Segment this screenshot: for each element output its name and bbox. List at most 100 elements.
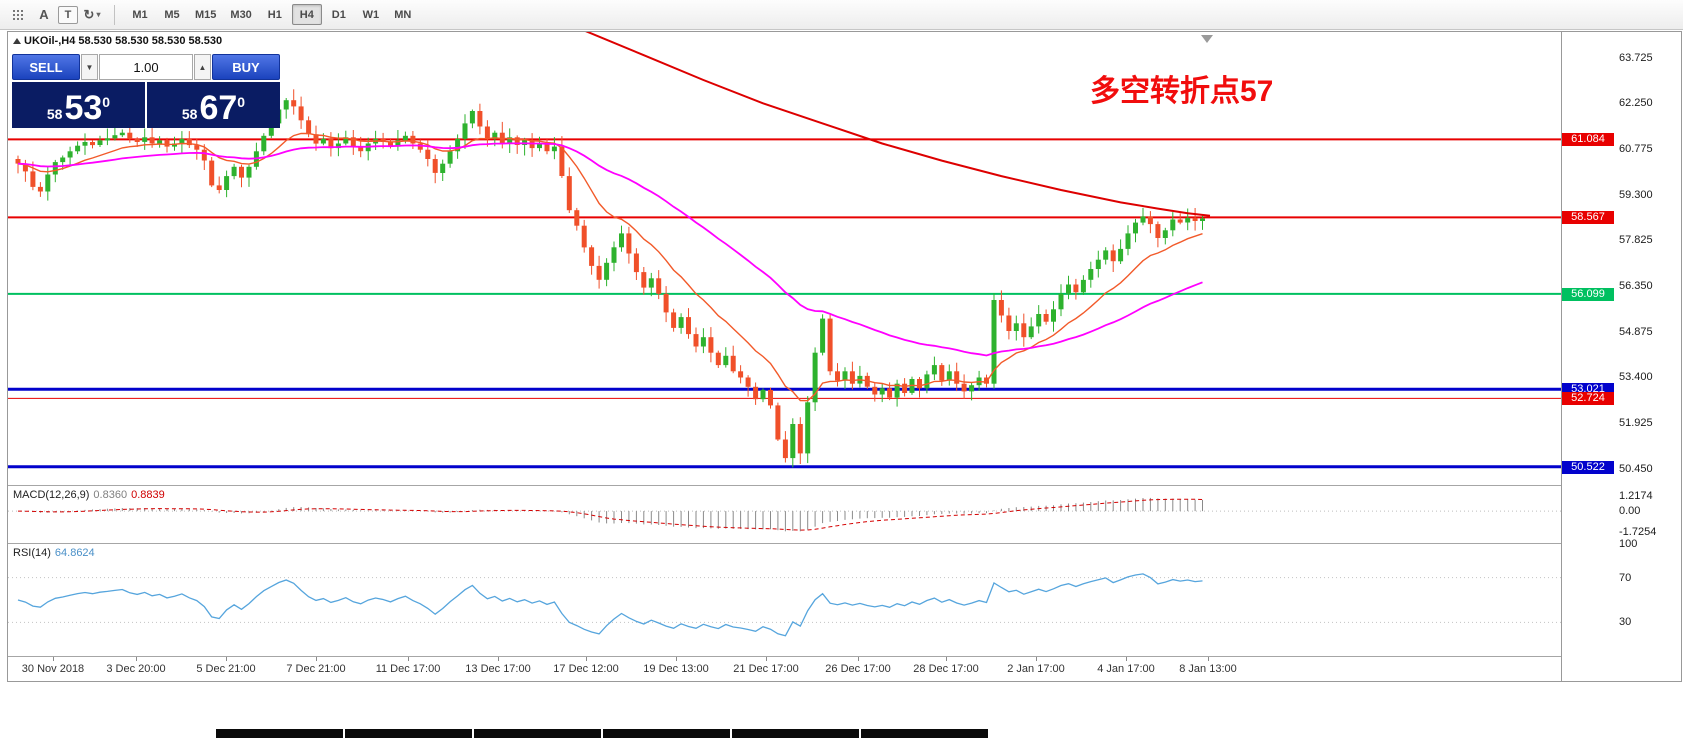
cycle-glyph-icon: ↻	[83, 6, 95, 22]
time-tick	[1126, 657, 1127, 661]
time-tick	[408, 657, 409, 661]
macd-label: MACD(12,26,9) 0.8360 0.8839	[13, 489, 165, 501]
timeframe-button-mn[interactable]: MN	[388, 4, 418, 25]
rsi-tick-label: 70	[1619, 571, 1632, 584]
price-tick-label: 57.825	[1619, 234, 1653, 247]
buy-price-sup: 0	[237, 94, 246, 110]
rsi-pane[interactable]: RSI(14) 64.8624	[8, 544, 1561, 656]
price-tick-label: 53.400	[1619, 371, 1653, 384]
symbol-title-text: UKOil-,H4 58.530 58.530 58.530 58.530	[24, 35, 223, 47]
volume-input[interactable]	[99, 54, 193, 80]
macd-tick-label: 0.00	[1619, 505, 1641, 518]
price-tick-label: 51.925	[1619, 417, 1653, 430]
time-axis-label: 5 Dec 21:00	[196, 663, 256, 675]
time-axis-label: 11 Dec 17:00	[375, 663, 441, 675]
timeframe-button-m30[interactable]: M30	[224, 4, 257, 25]
sell-price-big: 53	[64, 89, 103, 127]
label-tool-icon[interactable]: A	[32, 4, 56, 26]
time-axis-label: 7 Dec 21:00	[286, 663, 346, 675]
price-tick-label: 62.250	[1619, 97, 1653, 110]
time-tick	[53, 657, 54, 661]
timeframe-button-m1[interactable]: M1	[125, 4, 155, 25]
pane-separator[interactable]	[8, 485, 1681, 486]
time-axis-label: 8 Jan 13:00	[1179, 663, 1237, 675]
timeframe-button-w1[interactable]: W1	[356, 4, 386, 25]
time-axis[interactable]: 30 Nov 2018 3 Dec 20:00 5 Dec 21:00 7 Dec 2…	[8, 657, 1561, 681]
time-axis-label: 13 Dec 17:00	[465, 663, 531, 675]
time-tick	[766, 657, 767, 661]
timeframe-button-h1[interactable]: H1	[260, 4, 290, 25]
rsi-tick-label: 100	[1619, 538, 1638, 550]
rsi-plot[interactable]	[8, 544, 1561, 656]
buy-price-big: 67	[199, 89, 238, 127]
taskbar-segment	[345, 729, 472, 738]
pane-separator[interactable]	[8, 656, 1681, 657]
macd-tick-label: -1.7254	[1619, 526, 1657, 539]
time-tick	[858, 657, 859, 661]
toolbar: A T ↻ ▾ M1 M5 M15 M30 H1 H4 D1 W1 MN	[0, 0, 1683, 30]
buy-button[interactable]: BUY	[212, 54, 280, 80]
time-tick	[316, 657, 317, 661]
sell-button[interactable]: SELL	[12, 54, 80, 80]
time-tick	[136, 657, 137, 661]
macd-name: MACD(12,26,9)	[13, 489, 90, 501]
taskbar-segment	[603, 729, 730, 738]
price-level-badge: 58.567	[1562, 211, 1614, 225]
time-tick	[498, 657, 499, 661]
macd-tick-label: 1.2174	[1619, 490, 1653, 503]
price-tick-label: 60.775	[1619, 142, 1653, 155]
grid-tool-icon[interactable]	[6, 4, 30, 26]
macd-value-signal: 0.8839	[131, 489, 165, 501]
time-tick	[1208, 657, 1209, 661]
price-axis[interactable]: 63.725 62.250 60.775 59.300 57.825 56.350 54.8…	[1561, 32, 1681, 681]
macd-plot[interactable]	[8, 486, 1561, 543]
macd-pane[interactable]: MACD(12,26,9) 0.8360 0.8839	[8, 486, 1561, 543]
cycle-tool-icon[interactable]: ↻ ▾	[80, 4, 104, 26]
time-tick	[676, 657, 677, 661]
price-tick-label: 59.300	[1619, 188, 1653, 201]
rsi-label: RSI(14) 64.8624	[13, 547, 95, 559]
caret-down-icon: ▾	[96, 10, 101, 19]
price-level-badge: 56.099	[1562, 287, 1614, 301]
chart-shift-marker-icon[interactable]	[1201, 35, 1213, 43]
buy-price-display[interactable]: 58 67 0	[147, 82, 280, 128]
symbol-title: UKOil-,H4 58.530 58.530 58.530 58.530	[13, 35, 222, 47]
time-tick	[946, 657, 947, 661]
rsi-value: 64.8624	[54, 547, 95, 559]
time-tick	[1036, 657, 1037, 661]
time-axis-label: 19 Dec 13:00	[643, 663, 709, 675]
timeframe-button-m5[interactable]: M5	[157, 4, 187, 25]
time-axis-label: 17 Dec 12:00	[553, 663, 619, 675]
text-tool-icon[interactable]: T	[58, 5, 78, 24]
symbol-marker-icon	[13, 38, 21, 44]
rsi-tick-label: 30	[1619, 616, 1632, 629]
price-tick-label: 63.725	[1619, 51, 1653, 64]
main-chart-pane[interactable]: UKOil-,H4 58.530 58.530 58.530 58.530 SE…	[8, 32, 1561, 485]
sell-price-sup: 0	[102, 94, 111, 110]
volume-increase-button[interactable]: ▲	[194, 54, 211, 80]
time-axis-label: 26 Dec 17:00	[825, 663, 891, 675]
taskbar-segment	[732, 729, 859, 738]
time-tick	[226, 657, 227, 661]
time-axis-label: 2 Jan 17:00	[1007, 663, 1065, 675]
macd-value-main: 0.8360	[93, 489, 128, 501]
pane-separator[interactable]	[8, 543, 1681, 544]
time-axis-label: 30 Nov 2018	[21, 663, 85, 675]
time-axis-label: 28 Dec 17:00	[913, 663, 979, 675]
time-axis-label: 4 Jan 17:00	[1097, 663, 1155, 675]
time-axis-label: 21 Dec 17:00	[733, 663, 799, 675]
volume-decrease-button[interactable]: ▼	[81, 54, 98, 80]
timeframe-button-d1[interactable]: D1	[324, 4, 354, 25]
taskbar-segment	[474, 729, 601, 738]
bottom-bar	[0, 683, 1683, 738]
sell-price-display[interactable]: 58 53 0	[12, 82, 145, 128]
sell-price-small: 58	[46, 106, 63, 122]
timeframe-button-h4[interactable]: H4	[291, 4, 322, 25]
buy-price-small: 58	[181, 106, 198, 122]
taskbar-segment	[216, 729, 343, 738]
candlestick-plot[interactable]	[8, 32, 1561, 485]
time-axis-label: 3 Dec 20:00	[106, 663, 166, 675]
price-tick-label: 56.350	[1619, 280, 1653, 293]
timeframe-button-m15[interactable]: M15	[189, 4, 222, 25]
